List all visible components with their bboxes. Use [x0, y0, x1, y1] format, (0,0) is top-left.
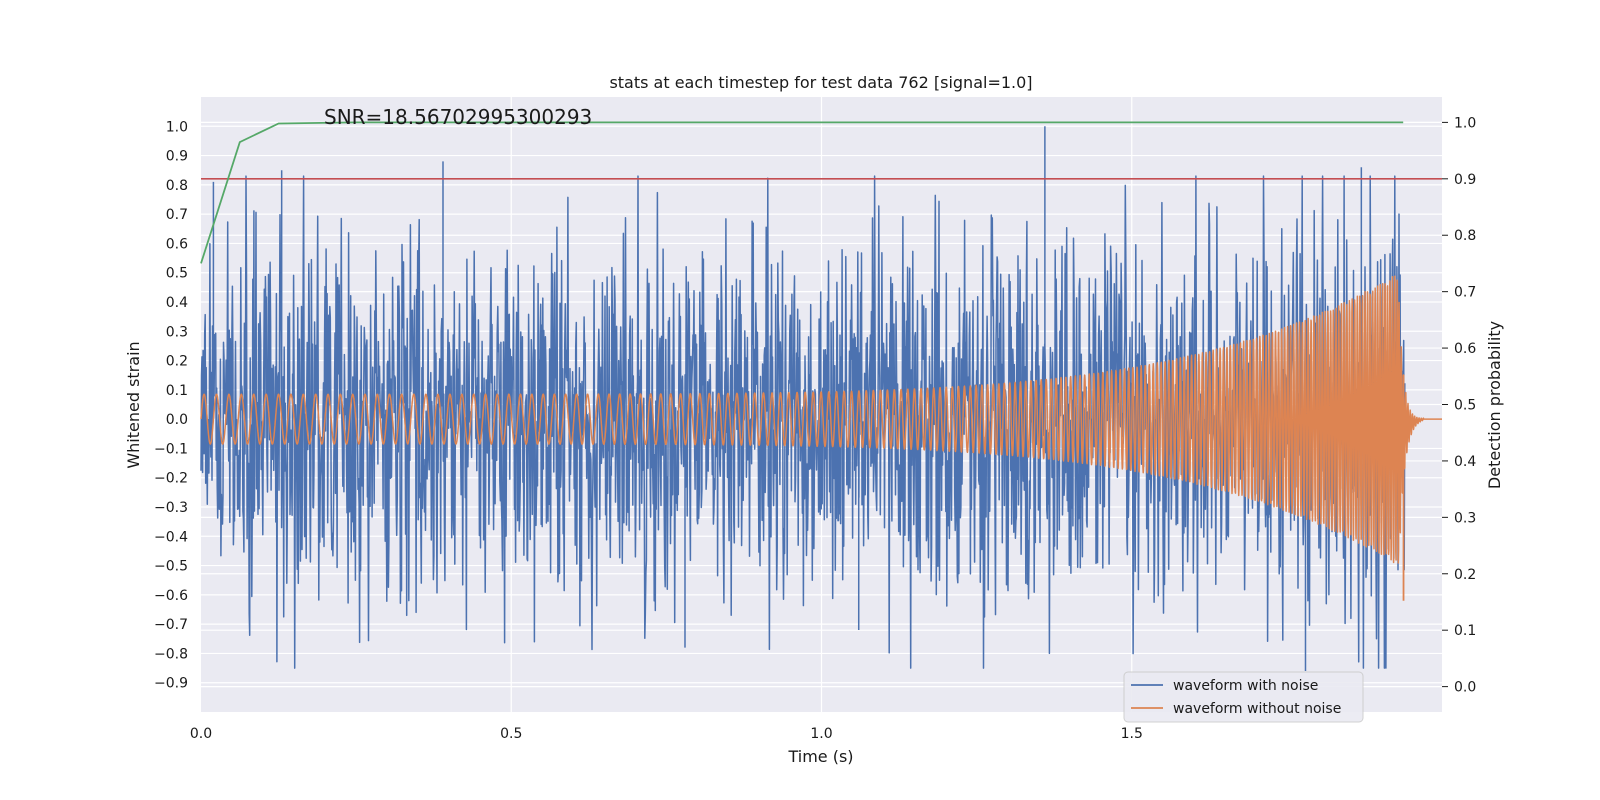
y2-tick-label: 1.0 — [1454, 115, 1476, 131]
series-layer — [200, 121, 1443, 671]
y2-tick-label: 0.9 — [1454, 172, 1476, 188]
legend: waveform with noise waveform without noi… — [1123, 671, 1364, 723]
y-tick-label: 0.3 — [166, 324, 188, 340]
y-tick-label: −0.6 — [154, 588, 188, 604]
y2-tick-label: 0.3 — [1454, 510, 1476, 526]
y2-tick-label: 0.2 — [1454, 567, 1476, 583]
y-tick-label: −0.8 — [154, 646, 188, 662]
y-tick-label: 0.0 — [166, 412, 188, 428]
y-tick-label: −0.5 — [154, 559, 188, 575]
y2-tick-label: 0.4 — [1454, 454, 1476, 470]
y-tick-label: 0.6 — [166, 236, 188, 252]
y2-tick-label: 0.1 — [1454, 623, 1476, 639]
legend-box — [1123, 671, 1364, 723]
y2-tick-label: 0.7 — [1454, 285, 1476, 301]
ticks: 0.0 0.5 1.0 1.5 −0.9 −0.8 −0.7 −0.6 −0.5 −0.4 −0.3… — [154, 115, 1476, 742]
y-tick-label: 0.1 — [166, 383, 188, 399]
y-tick-label: 0.9 — [166, 149, 188, 165]
y-axis-label: Whitened strain — [124, 341, 143, 468]
y-tick-label: −0.3 — [154, 500, 188, 516]
legend-label-noise: waveform with noise — [1173, 678, 1318, 694]
x-axis-label: Time (s) — [787, 747, 853, 766]
y2-tick-label: 0.0 — [1454, 680, 1476, 696]
y-tick-label: −0.2 — [154, 471, 188, 487]
y-tick-label: 0.8 — [166, 178, 188, 194]
y-tick-label: 0.2 — [166, 354, 188, 370]
legend-label-clean: waveform without noise — [1173, 701, 1341, 717]
x-tick-label: 1.5 — [1121, 726, 1143, 742]
snr-annotation: SNR=18.56702995300293 — [324, 105, 592, 129]
x-tick-label: 0.0 — [190, 726, 212, 742]
y-tick-label: −0.7 — [154, 617, 188, 633]
y2-tick-label: 0.8 — [1454, 228, 1476, 244]
y-tick-label: 0.5 — [166, 266, 188, 282]
y-tick-label: 1.0 — [166, 119, 188, 135]
x-tick-label: 1.0 — [810, 726, 832, 742]
y-tick-label: −0.4 — [154, 529, 188, 545]
y-tick-label: 0.4 — [166, 295, 188, 311]
chart-title: stats at each timestep for test data 762… — [609, 73, 1032, 92]
x-tick-label: 0.5 — [500, 726, 522, 742]
series-detection-probability — [200, 121, 1404, 264]
y-tick-label: 0.7 — [166, 207, 188, 223]
y-tick-label: −0.9 — [154, 676, 188, 692]
y2-tick-label: 0.6 — [1454, 341, 1476, 357]
y2-axis-label: Detection probability — [1485, 321, 1504, 489]
y2-tick-label: 0.5 — [1454, 398, 1476, 414]
y-tick-label: −0.1 — [154, 441, 188, 457]
series-waveform-without-noise — [200, 275, 1443, 564]
